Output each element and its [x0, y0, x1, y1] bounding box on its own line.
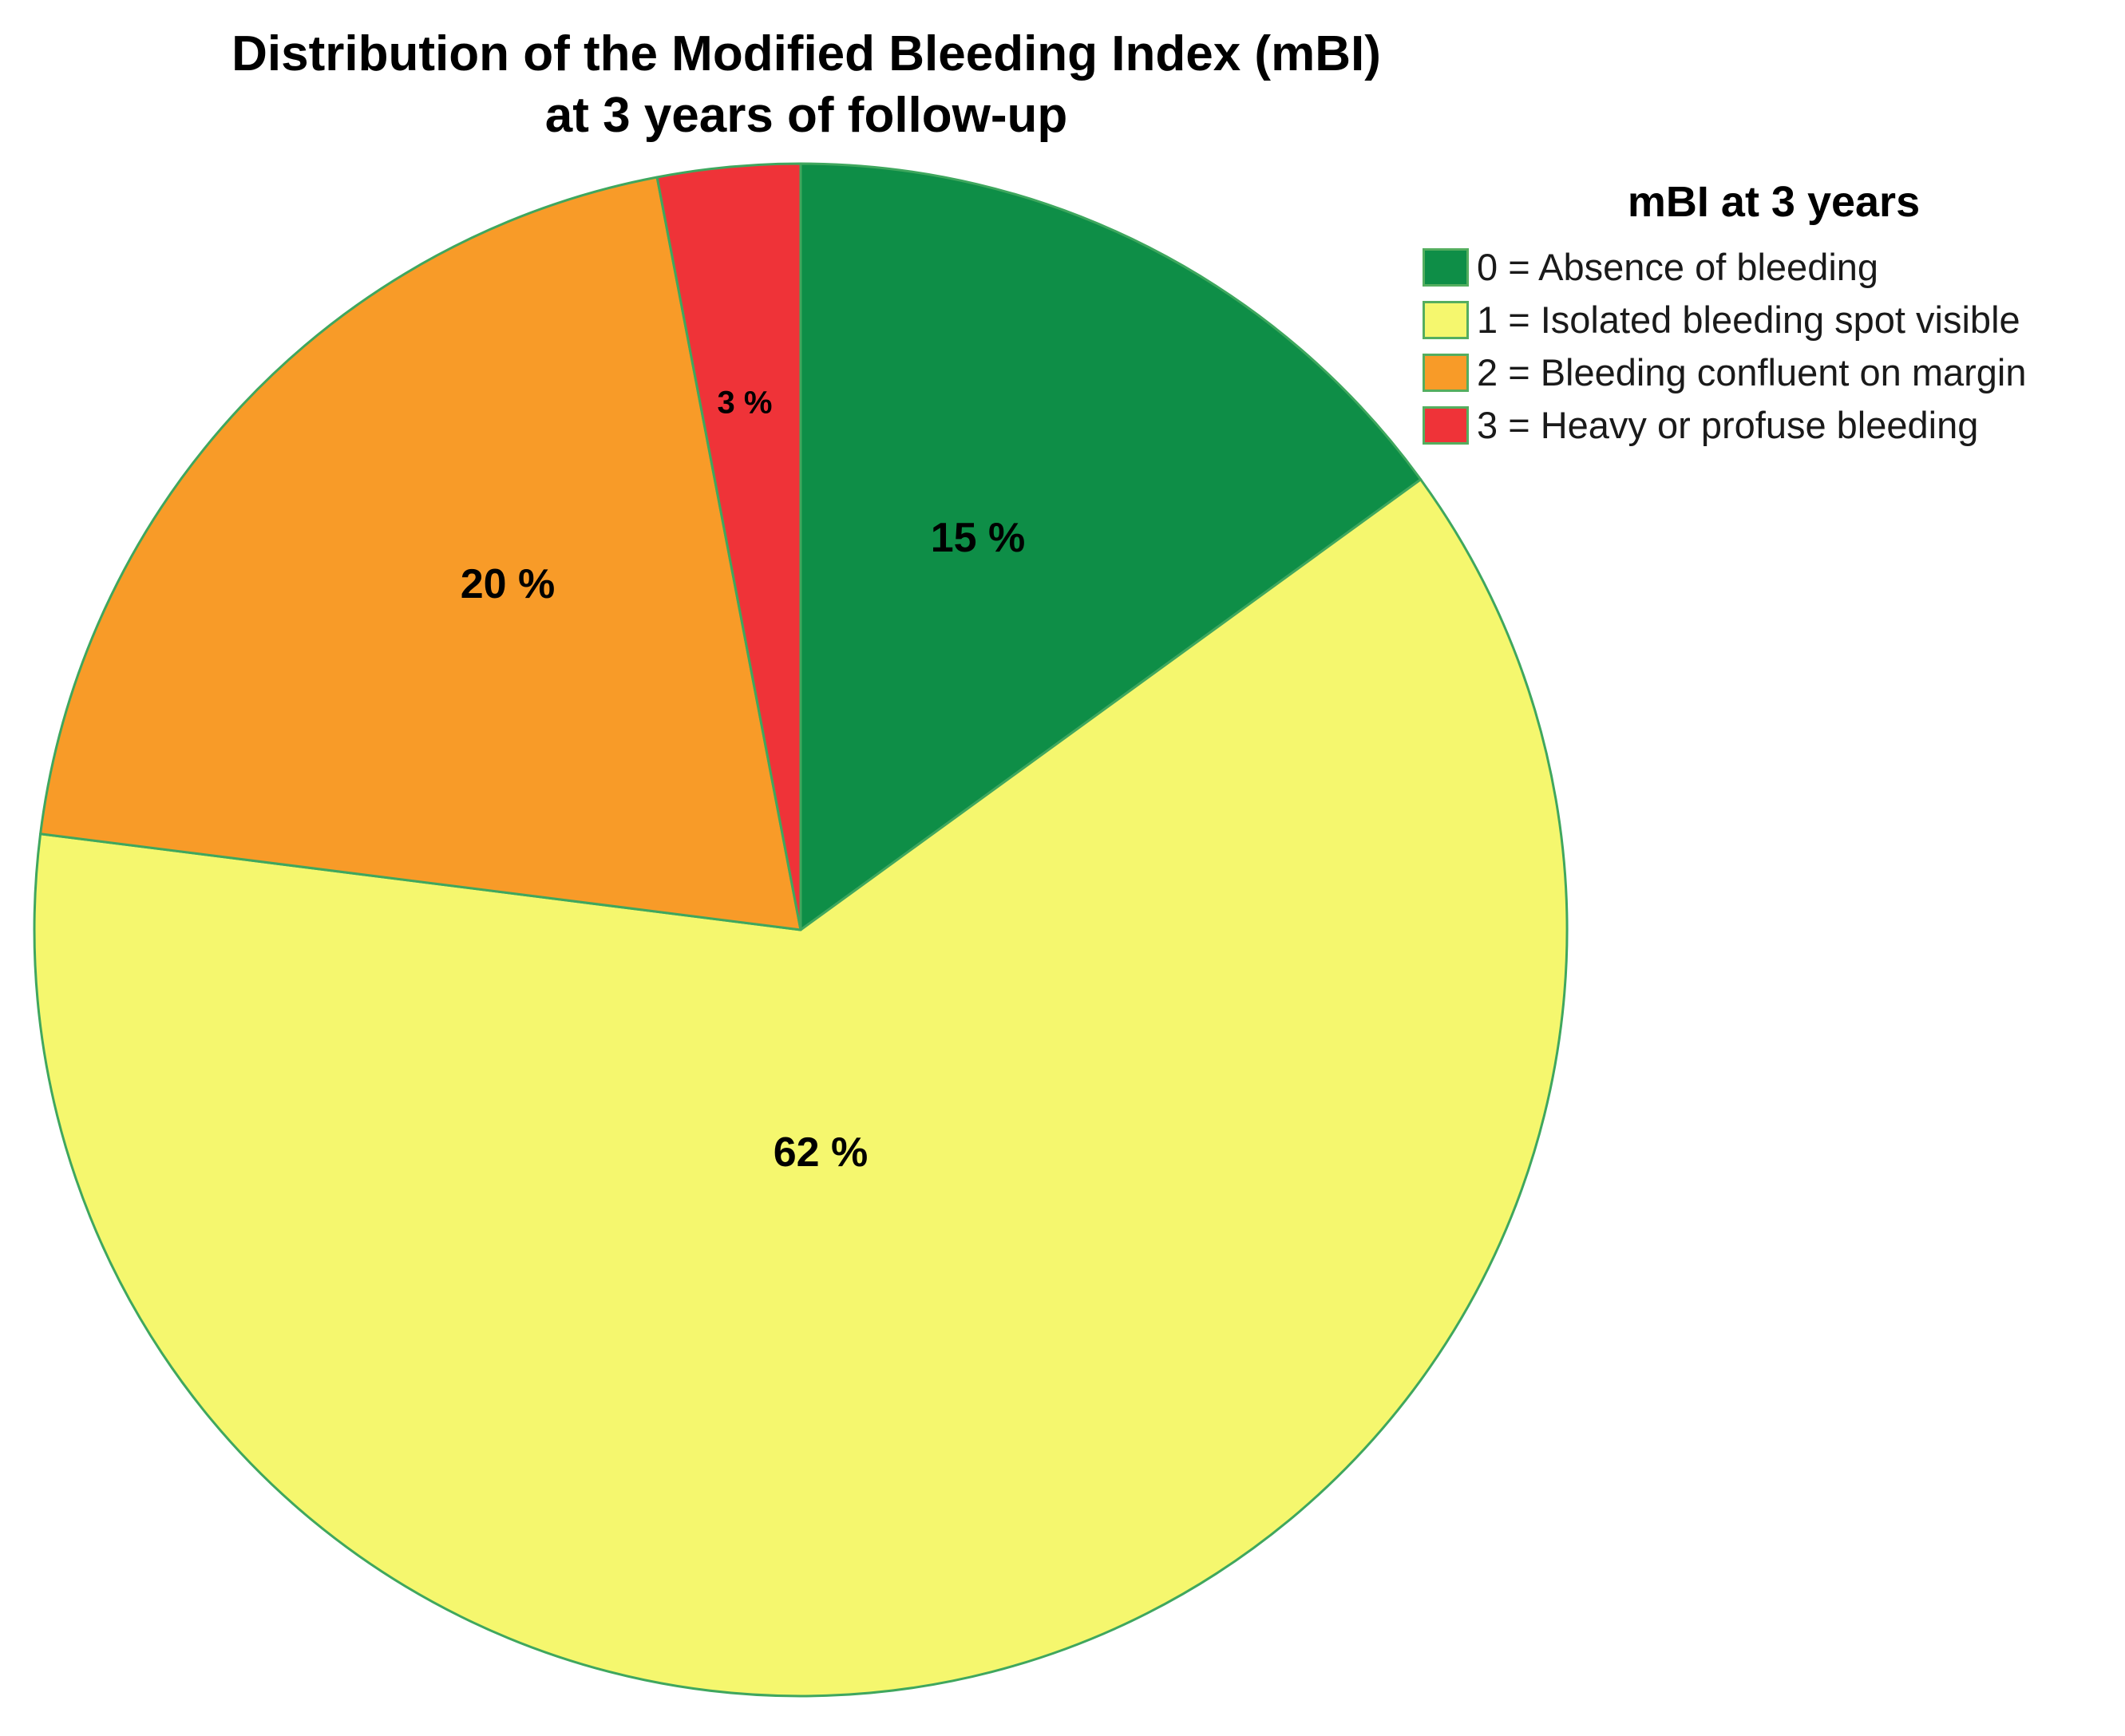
pie-slice-3 — [655, 162, 802, 931]
legend-label: 0 = Absence of bleeding — [1477, 246, 1879, 288]
legend-label: 1 = Isolated bleeding spot visible — [1477, 299, 2020, 341]
slice-label-absence-of-bleeding: 15 % — [930, 515, 1026, 561]
pie-slice-0 — [799, 162, 1423, 931]
legend-swatch-orange-icon — [1423, 353, 1469, 392]
legend: mBI at 3 years 0 = Absence of bleeding 1… — [1423, 177, 2125, 458]
legend-label: 2 = Bleeding confluent on margin — [1477, 351, 2027, 393]
pie-slice-2 — [39, 176, 802, 931]
chart-title: Distribution of the Modified Bleeding In… — [0, 24, 1613, 147]
slice-label-isolated-bleeding-spot: 62 % — [773, 1129, 869, 1176]
legend-item: 1 = Isolated bleeding spot visible — [1423, 299, 2125, 341]
slice-label-heavy-bleeding: 3 % — [717, 385, 773, 421]
legend-title: mBI at 3 years — [1627, 178, 1921, 226]
chart-title-line2: at 3 years of follow-up — [544, 87, 1068, 143]
legend-item: 0 = Absence of bleeding — [1423, 246, 2125, 288]
legend-item: 3 = Heavy or profuse bleeding — [1423, 404, 2125, 446]
pie-slice-1 — [33, 478, 1569, 1698]
chart-title-line1: Distribution of the Modified Bleeding In… — [231, 26, 1381, 81]
legend-swatch-green-icon — [1423, 247, 1469, 287]
legend-label: 3 = Heavy or profuse bleeding — [1477, 404, 1979, 446]
legend-swatch-red-icon — [1423, 405, 1469, 445]
slice-label-bleeding-confluent: 20 % — [460, 561, 556, 607]
legend-item: 2 = Bleeding confluent on margin — [1423, 351, 2125, 393]
legend-swatch-yellow-icon — [1423, 300, 1469, 339]
